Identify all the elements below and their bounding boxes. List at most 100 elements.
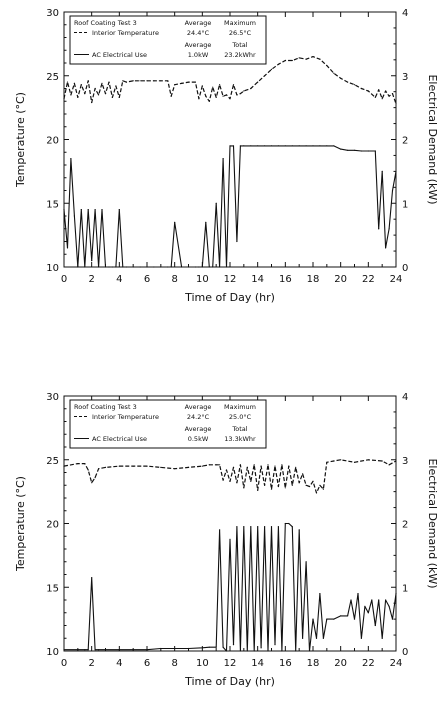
- data-point: [250, 145, 252, 147]
- data-point: [250, 87, 252, 90]
- y-axis-label: Temperature (°C): [14, 92, 27, 188]
- data-point: [77, 649, 79, 651]
- data-point: [357, 593, 359, 595]
- data-point: [395, 593, 397, 595]
- data-point: [201, 266, 203, 268]
- x-tick-label: 14: [251, 274, 264, 285]
- data-point: [170, 95, 172, 97]
- y-tick-label: 30: [46, 8, 59, 19]
- data-point: [298, 57, 300, 59]
- data-point: [277, 145, 279, 147]
- data-point: [350, 599, 352, 601]
- data-point: [305, 145, 307, 147]
- data-point: [385, 599, 387, 601]
- x-tick-label: 10: [196, 274, 209, 285]
- data-point: [236, 526, 238, 528]
- data-point: [333, 618, 335, 620]
- data-point: [229, 480, 231, 482]
- data-point: [315, 492, 318, 494]
- data-point: [298, 145, 300, 147]
- data-point: [374, 96, 376, 98]
- data-point: [94, 477, 96, 479]
- x-tick-label: 10: [196, 658, 209, 669]
- data-point: [146, 465, 148, 467]
- data-point: [167, 80, 169, 82]
- legend-text: 25.0°C: [229, 413, 252, 421]
- data-point: [319, 58, 321, 60]
- data-point: [253, 650, 255, 652]
- x-tick-label: 16: [279, 274, 292, 285]
- data-point: [319, 593, 321, 595]
- data-point: [225, 650, 228, 652]
- data-point: [222, 158, 224, 160]
- data-point: [153, 80, 155, 82]
- data-point: [146, 649, 148, 651]
- chart-panel-1: 0 2 4 6 8 10 12 14 16 18 20 22 24101520253001234Time…: [14, 8, 439, 304]
- x-tick-label: 2: [88, 274, 94, 285]
- data-point: [236, 94, 238, 96]
- data-point: [70, 158, 72, 160]
- data-point: [146, 266, 148, 268]
- data-point: [118, 96, 120, 98]
- data-point: [208, 464, 210, 466]
- data-point: [333, 145, 335, 147]
- x-tick-label: 24: [390, 274, 403, 285]
- data-point: [333, 460, 335, 462]
- data-point: [80, 84, 82, 86]
- data-point: [308, 485, 311, 488]
- data-point: [308, 650, 311, 652]
- data-point: [232, 145, 235, 147]
- data-point: [187, 466, 190, 468]
- x-tick-label: 18: [307, 658, 320, 669]
- data-point: [360, 87, 362, 90]
- data-point: [257, 145, 259, 147]
- data-point: [229, 145, 231, 147]
- data-point: [347, 615, 349, 617]
- data-point: [132, 266, 134, 268]
- data-point: [353, 618, 356, 620]
- data-point: [160, 266, 162, 268]
- data-point: [340, 615, 342, 617]
- y-tick-label: 20: [46, 136, 59, 147]
- data-point: [91, 260, 93, 262]
- data-point: [360, 637, 362, 639]
- data-point: [229, 98, 231, 100]
- data-point: [284, 59, 286, 62]
- data-point: [250, 526, 252, 528]
- data-point: [187, 647, 190, 650]
- x-tick-label: 20: [334, 658, 347, 669]
- data-point: [98, 649, 100, 651]
- data-point: [264, 526, 266, 528]
- data-point: [98, 266, 100, 268]
- data-point: [385, 90, 387, 92]
- y2-axis-label: Electrical Demand (kW): [426, 74, 439, 204]
- y-tick-label: 15: [46, 583, 59, 594]
- series-line-ac-electrical-use: [64, 522, 397, 652]
- y2-tick-label: 0: [402, 263, 408, 274]
- legend-text: Average: [185, 41, 212, 49]
- data-point: [236, 482, 238, 484]
- data-point: [108, 81, 110, 83]
- data-point: [111, 96, 113, 98]
- data-point: [291, 59, 293, 62]
- data-point: [201, 465, 203, 467]
- data-point: [104, 93, 107, 95]
- legend: Roof Coating Test 3 Average Maximum Interio…: [69, 399, 267, 449]
- data-point: [94, 209, 96, 211]
- series-line-interior-temperature: [63, 459, 397, 494]
- data-point: [91, 101, 93, 104]
- data-point: [312, 145, 314, 147]
- data-point: [215, 202, 217, 204]
- data-point: [243, 145, 245, 147]
- data-point: [295, 466, 297, 468]
- data-point: [284, 145, 286, 147]
- data-point: [215, 464, 217, 466]
- data-point: [277, 526, 279, 528]
- data-point: [277, 63, 279, 65]
- data-point: [104, 649, 107, 651]
- data-point: [388, 95, 390, 97]
- data-point: [291, 484, 293, 486]
- data-point: [253, 464, 255, 466]
- data-point: [70, 94, 72, 96]
- data-point: [243, 487, 245, 489]
